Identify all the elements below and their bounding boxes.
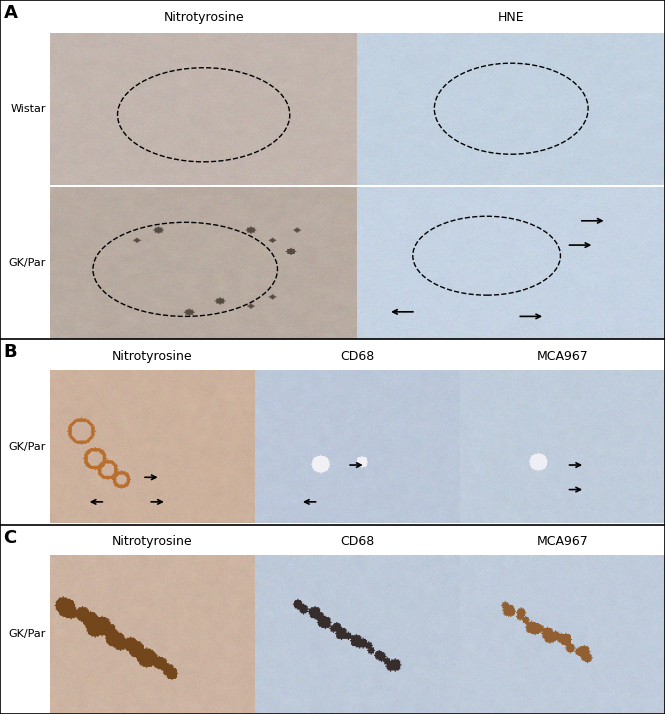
- Text: HNE: HNE: [498, 11, 525, 24]
- Text: GK/Par: GK/Par: [9, 258, 46, 268]
- Text: Nitrotyrosine: Nitrotyrosine: [112, 536, 193, 548]
- Text: MCA967: MCA967: [537, 536, 589, 548]
- Text: CD68: CD68: [340, 536, 374, 548]
- Text: MCA967: MCA967: [537, 350, 589, 363]
- Text: CD68: CD68: [340, 350, 374, 363]
- Text: GK/Par: GK/Par: [9, 629, 46, 639]
- Text: Nitrotyrosine: Nitrotyrosine: [164, 11, 244, 24]
- Text: Nitrotyrosine: Nitrotyrosine: [112, 350, 193, 363]
- Text: C: C: [3, 529, 17, 547]
- Text: A: A: [3, 4, 17, 23]
- Text: B: B: [3, 343, 17, 361]
- Text: GK/Par: GK/Par: [9, 441, 46, 452]
- Text: Wistar: Wistar: [11, 104, 46, 114]
